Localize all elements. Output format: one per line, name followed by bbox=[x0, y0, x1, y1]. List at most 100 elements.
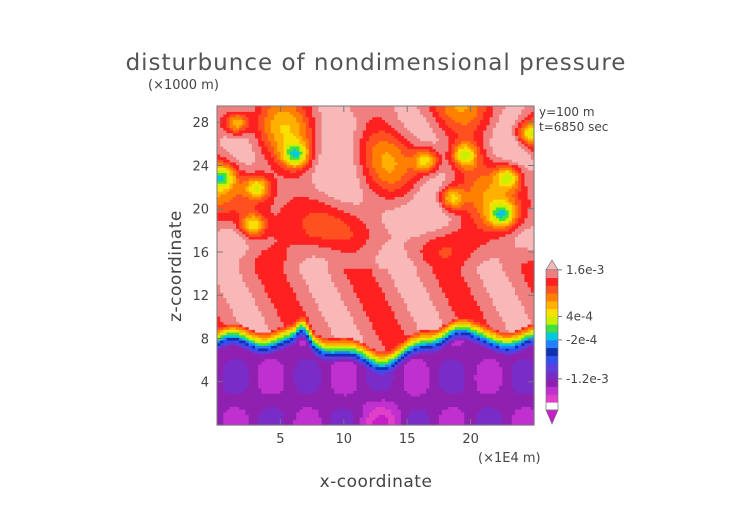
contour-cell bbox=[286, 265, 291, 269]
contour-cell bbox=[296, 390, 301, 394]
contour-cell bbox=[258, 249, 262, 253]
contour-cell bbox=[321, 403, 326, 407]
contour-cell bbox=[315, 276, 320, 280]
contour-cell bbox=[312, 308, 316, 312]
contour-cell bbox=[255, 363, 259, 368]
contour-cell bbox=[321, 191, 326, 195]
contour-cell bbox=[299, 353, 304, 357]
contour-cell bbox=[229, 345, 234, 349]
contour-cell bbox=[232, 294, 237, 298]
contour-cell bbox=[277, 222, 281, 227]
contour-cell bbox=[220, 363, 224, 368]
contour-cell bbox=[296, 273, 301, 277]
contour-cell bbox=[308, 334, 313, 338]
contour-cell bbox=[255, 355, 259, 360]
contour-cell bbox=[264, 124, 269, 128]
contour-cell bbox=[299, 323, 304, 328]
contour-cell bbox=[267, 143, 272, 147]
contour-cell bbox=[293, 167, 297, 171]
contour-cell bbox=[261, 268, 266, 272]
contour-cell bbox=[321, 414, 326, 418]
contour-cell bbox=[236, 371, 240, 376]
contour-cell bbox=[232, 124, 237, 128]
contour-cell bbox=[242, 270, 247, 275]
contour-cell bbox=[312, 145, 316, 150]
contour-cell bbox=[312, 268, 316, 272]
contour-cell bbox=[305, 323, 310, 328]
contour-cell bbox=[261, 119, 266, 123]
contour-cell bbox=[283, 379, 288, 384]
contour-cell bbox=[270, 302, 275, 306]
contour-cell bbox=[267, 289, 272, 293]
contour-cell bbox=[305, 262, 310, 267]
contour-cell bbox=[315, 310, 320, 314]
contour-cell bbox=[242, 347, 247, 352]
contour-cell bbox=[248, 366, 253, 370]
contour-cell bbox=[267, 177, 272, 182]
contour-cell bbox=[321, 273, 326, 277]
contour-cell bbox=[289, 334, 294, 338]
contour-cell bbox=[277, 289, 281, 293]
contour-cell bbox=[315, 377, 320, 381]
contour-cell bbox=[226, 225, 231, 229]
contour-cell bbox=[245, 183, 250, 187]
contour-cell bbox=[318, 262, 323, 267]
contour-cell bbox=[293, 145, 297, 150]
contour-cell bbox=[296, 326, 301, 330]
contour-cell bbox=[286, 342, 291, 346]
contour-cell bbox=[286, 262, 291, 267]
contour-cell bbox=[245, 111, 250, 115]
contour-cell bbox=[255, 230, 259, 235]
contour-cell bbox=[220, 329, 224, 333]
contour-cell bbox=[220, 228, 224, 232]
contour-cell bbox=[299, 326, 304, 330]
contour-cell bbox=[280, 313, 285, 317]
contour-cell bbox=[239, 156, 243, 160]
contour-cell bbox=[217, 281, 221, 285]
contour-cell bbox=[251, 121, 256, 126]
contour-cell bbox=[277, 183, 281, 187]
contour-cell bbox=[239, 196, 243, 200]
contour-cell bbox=[251, 377, 256, 381]
contour-cell bbox=[283, 140, 288, 144]
contour-cell bbox=[217, 406, 221, 410]
contour-cell bbox=[277, 331, 281, 336]
contour-cell bbox=[274, 305, 278, 309]
contour-cell bbox=[312, 401, 316, 405]
contour-cell bbox=[293, 116, 297, 120]
contour-cell bbox=[318, 196, 323, 200]
contour-cell bbox=[255, 143, 259, 147]
contour-cell bbox=[296, 409, 301, 413]
contour-cell bbox=[302, 323, 307, 328]
contour-cell bbox=[286, 121, 291, 126]
contour-cell bbox=[312, 419, 316, 423]
contour-cell bbox=[226, 347, 231, 352]
contour-cell bbox=[223, 180, 228, 184]
contour-cell bbox=[283, 294, 288, 298]
contour-cell bbox=[236, 382, 240, 386]
contour-cell bbox=[261, 387, 266, 392]
contour-cell bbox=[289, 414, 294, 418]
contour-cell bbox=[261, 188, 266, 192]
contour-cell bbox=[270, 180, 275, 184]
contour-cell bbox=[264, 326, 269, 330]
contour-cell bbox=[277, 167, 281, 171]
contour-cell bbox=[261, 331, 266, 336]
contour-cell bbox=[302, 310, 307, 314]
contour-cell bbox=[308, 217, 313, 221]
contour-cell bbox=[264, 422, 269, 426]
contour-cell bbox=[293, 331, 297, 336]
contour-cell bbox=[255, 262, 259, 267]
contour-cell bbox=[296, 185, 301, 190]
contour-cell bbox=[264, 167, 269, 171]
contour-cell bbox=[283, 369, 288, 373]
contour-cell bbox=[296, 199, 301, 203]
contour-cell bbox=[255, 108, 259, 112]
contour-cell bbox=[248, 331, 253, 336]
contour-cell bbox=[283, 358, 288, 362]
contour-cell bbox=[312, 121, 316, 126]
contour-cell bbox=[258, 334, 262, 338]
contour-cell bbox=[274, 300, 278, 304]
contour-cell bbox=[274, 129, 278, 134]
contour-cell bbox=[264, 281, 269, 285]
